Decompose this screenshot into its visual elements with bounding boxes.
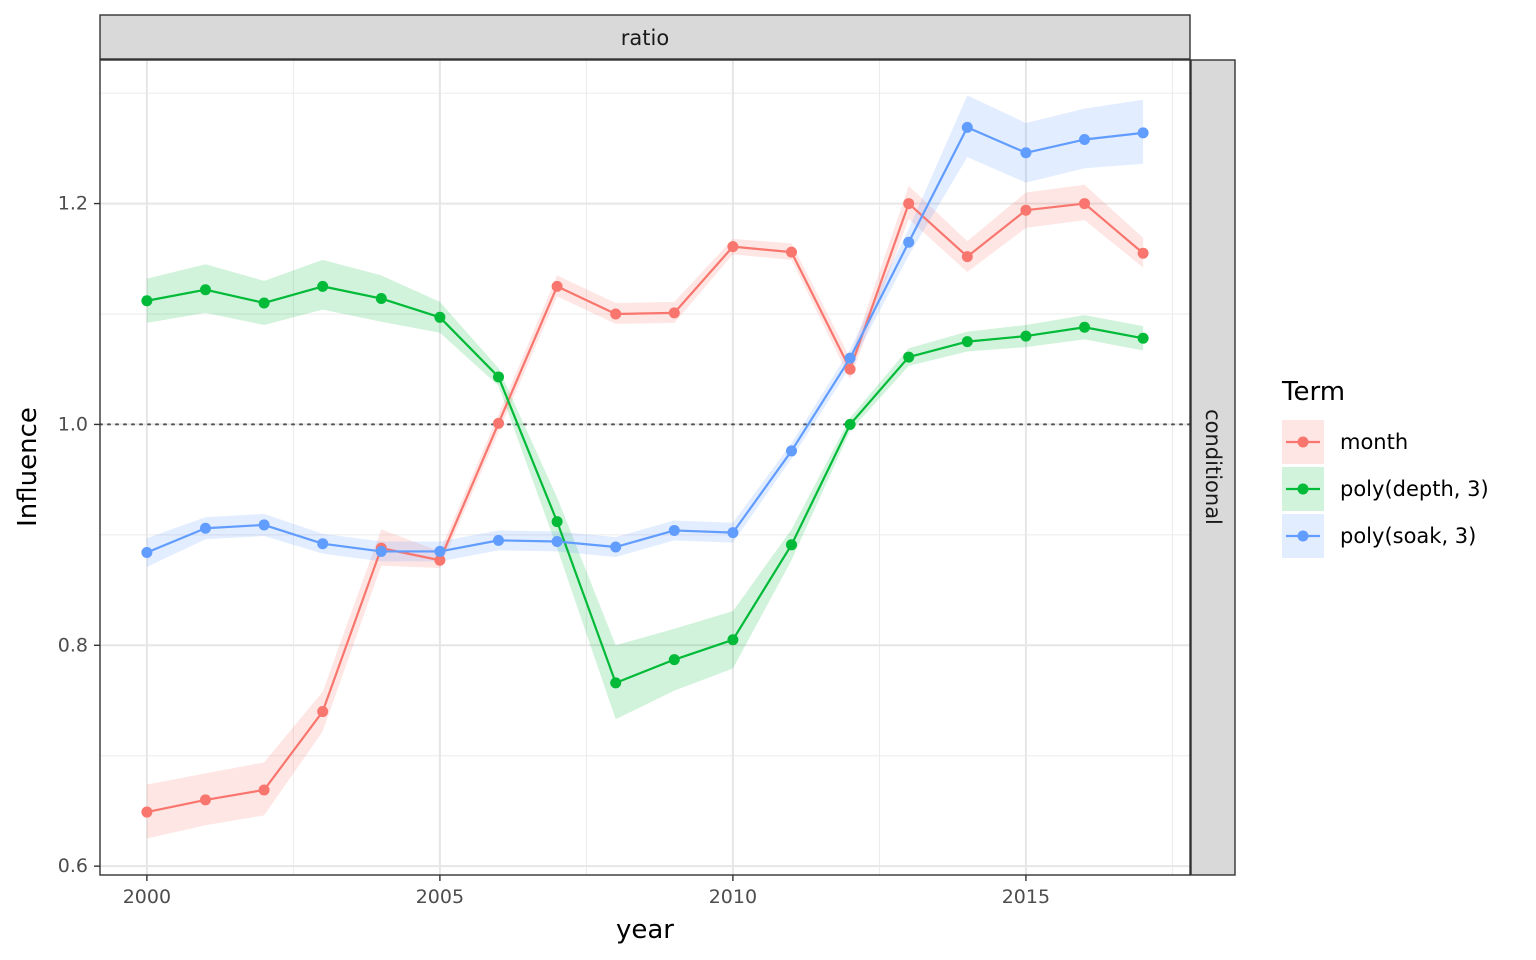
point-series-0 [258,784,270,796]
x-tick-label: 2015 [1002,886,1050,908]
legend-label: poly(depth, 3) [1340,477,1489,501]
point-series-2 [786,445,798,457]
point-series-0 [961,251,973,263]
point-series-1 [434,311,446,323]
facet-strip-right [1190,59,1236,876]
point-series-1 [786,539,798,551]
point-series-2 [434,545,446,557]
point-series-1 [141,295,153,307]
x-tick-label: 2005 [416,886,464,908]
point-series-1 [1137,332,1149,344]
point-series-2 [1079,134,1091,146]
facet-strip-top-label: ratio [621,26,669,50]
x-axis-ticks: 2000 2005 2010 2015 [123,875,1050,908]
facet-strip-right-label: conditional [1201,409,1225,525]
point-series-0 [1079,198,1091,210]
grid-minor [100,60,1190,875]
point-series-2 [844,352,856,364]
point-series-1 [1020,330,1032,342]
point-series-2 [375,545,387,557]
point-series-0 [199,794,211,806]
line-series-0 [146,202,1144,814]
point-series-0 [610,308,622,320]
line-series-1 [146,285,1144,684]
point-series-0 [844,363,856,375]
legend-key-point [1297,436,1309,448]
legend-key-point [1297,530,1309,542]
legend-title: Term [1281,377,1345,407]
plot-panel [100,60,1190,875]
series-lines [146,126,1144,814]
point-series-1 [492,371,504,383]
y-tick-label: 1.2 [58,193,88,215]
point-series-1 [199,284,211,296]
x-tick-label: 2010 [709,886,757,908]
point-series-1 [610,677,622,689]
legend-label: poly(soak, 3) [1340,524,1476,548]
point-series-2 [727,527,739,539]
ribbon-series-2 [146,95,1144,567]
point-series-0 [317,706,329,718]
point-series-0 [492,417,504,429]
series-points [141,121,1149,818]
point-series-2 [1020,147,1032,159]
point-series-2 [551,535,563,547]
point-series-2 [668,524,680,536]
point-series-2 [199,522,211,534]
point-series-0 [727,241,739,253]
line-series-2 [146,126,1144,554]
panel-border [99,59,1191,876]
y-axis-ticks: 0.6 0.8 1.0 1.2 [58,193,100,877]
point-series-1 [668,654,680,666]
ribbon-series-0 [146,184,1144,839]
point-series-1 [903,351,915,363]
x-tick-label: 2000 [123,886,171,908]
point-series-2 [903,236,915,248]
y-tick-label: 0.6 [58,855,88,877]
y-tick-label: 0.8 [58,634,88,656]
point-series-1 [551,516,563,528]
facet-strip-top [99,14,1191,60]
point-series-0 [668,307,680,319]
point-series-1 [844,418,856,430]
legend-key-point [1297,483,1309,495]
point-series-1 [317,280,329,292]
point-series-2 [610,541,622,553]
point-series-0 [903,198,915,210]
point-series-0 [141,806,153,818]
point-series-1 [258,297,270,309]
x-axis-title: year [616,915,674,945]
point-series-0 [1137,247,1149,259]
point-series-1 [727,634,739,646]
point-series-0 [551,280,563,292]
point-series-2 [141,547,153,559]
point-series-2 [317,538,329,550]
point-series-0 [786,246,798,258]
point-series-2 [492,534,504,546]
point-series-2 [258,519,270,531]
point-series-0 [434,554,446,566]
y-tick-label: 1.0 [58,413,88,435]
point-series-1 [961,336,973,348]
y-axis-title: Influence [13,407,43,527]
point-series-2 [1137,127,1149,139]
point-series-2 [961,121,973,133]
point-series-1 [375,293,387,305]
legend-label: month [1340,430,1408,454]
legend: Term month poly(depth, 3) poly(soak, 3) [1281,377,1489,558]
point-series-1 [1079,321,1091,333]
point-series-0 [1020,204,1032,216]
